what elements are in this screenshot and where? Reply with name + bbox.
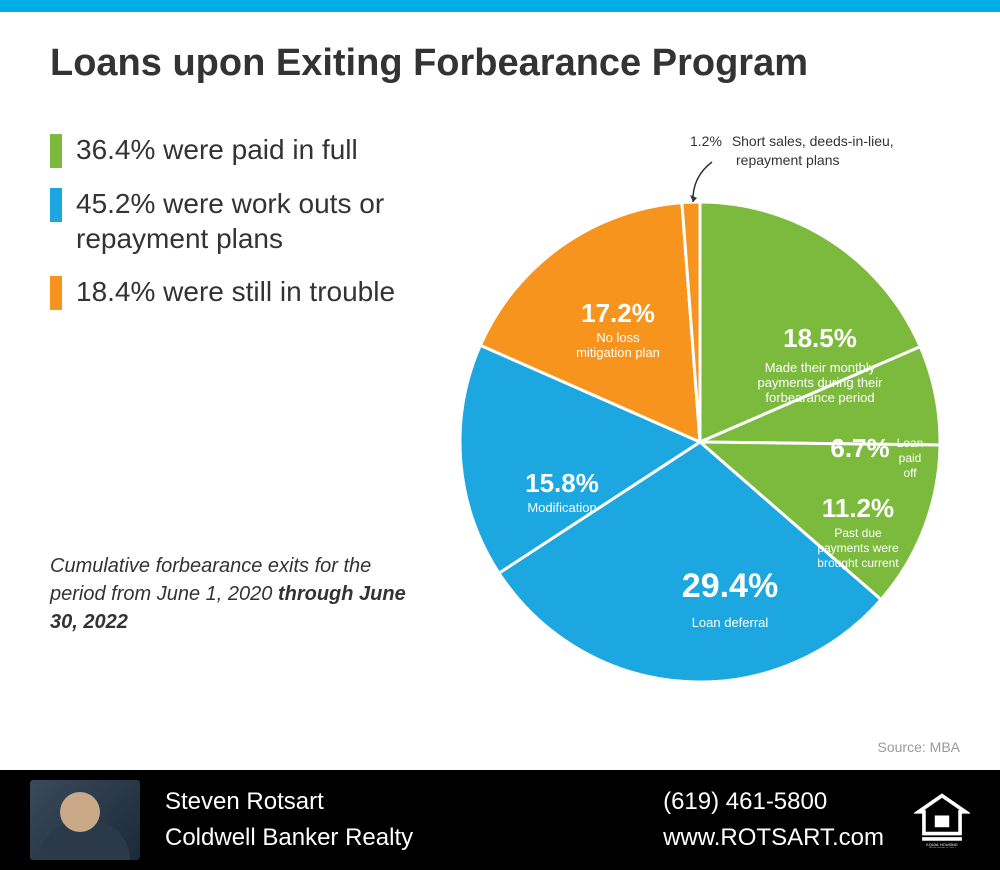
source-label: Source: MBA — [878, 739, 960, 755]
legend-item: 36.4% were paid in full — [50, 132, 470, 168]
slice-desc-paid_off: off — [903, 466, 917, 480]
legend-swatch — [50, 134, 62, 168]
legend-swatch — [50, 276, 62, 310]
slice-pct-no_loss: 17.2% — [581, 298, 655, 328]
slice-desc-past_due: Past due — [834, 526, 882, 540]
date-range-note: Cumulative forbearance exits for the per… — [50, 552, 430, 636]
legend-text: 36.4% were paid in full — [76, 132, 358, 167]
slice-desc-paid_off: paid — [899, 451, 922, 465]
slice-desc-loan_deferral: Loan deferral — [692, 615, 769, 630]
slice-desc-monthly_payments: forbearance period — [765, 390, 874, 405]
agent-phone: (619) 461-5800 — [663, 784, 884, 820]
slice-desc-modification: Modification — [527, 500, 596, 515]
slice-pct-loan_deferral: 29.4% — [682, 567, 778, 605]
slice-desc-no_loss: mitigation plan — [576, 345, 660, 360]
slice-desc-paid_off: Loan — [897, 436, 924, 450]
svg-text:OPPORTUNITY: OPPORTUNITY — [928, 847, 956, 848]
footer-right: (619) 461-5800 www.ROTSART.com — [663, 784, 884, 856]
legend: 36.4% were paid in full 45.2% were work o… — [50, 132, 470, 328]
legend-item: 18.4% were still in trouble — [50, 274, 470, 310]
legend-swatch — [50, 188, 62, 222]
top-accent-bar — [0, 0, 1000, 12]
slice-pct-monthly_payments: 18.5% — [783, 323, 857, 353]
legend-item: 45.2% were work outs or repayment plans — [50, 186, 470, 256]
footer-bar: Steven Rotsart Coldwell Banker Realty (6… — [0, 770, 1000, 870]
equal-housing-icon: EQUAL HOUSING OPPORTUNITY — [914, 792, 970, 848]
agent-company: Coldwell Banker Realty — [165, 820, 663, 856]
page-title: Loans upon Exiting Forbearance Program — [50, 42, 960, 85]
slice-pct-past_due: 11.2% — [822, 493, 894, 523]
slice-desc-past_due: brought current — [817, 556, 899, 570]
slice-desc-monthly_payments: payments during their — [757, 375, 883, 390]
agent-website: www.ROTSART.com — [663, 820, 884, 856]
callout-pct: 1.2% — [690, 132, 722, 151]
slice-pct-modification: 15.8% — [525, 468, 599, 498]
callout-line-2: repayment plans — [736, 151, 840, 170]
slice-pct-paid_off: 6.7% — [830, 433, 889, 463]
slice-desc-past_due: payments were — [817, 541, 899, 555]
callout-line-1: Short sales, deeds-in-lieu, — [732, 133, 894, 149]
legend-text: 45.2% were work outs or repayment plans — [76, 186, 470, 256]
main-content: Loans upon Exiting Forbearance Program 3… — [0, 12, 1000, 770]
agent-photo — [30, 780, 140, 860]
footer-left: Steven Rotsart Coldwell Banker Realty — [165, 784, 663, 856]
slice-desc-monthly_payments: Made their monthly — [765, 360, 876, 375]
legend-text: 18.4% were still in trouble — [76, 274, 395, 309]
callout-short-sales: 1.2% Short sales, deeds-in-lieu, repayme… — [690, 132, 910, 170]
agent-name: Steven Rotsart — [165, 784, 663, 820]
pie-chart: 18.5% Made their monthlypayments during t… — [440, 132, 960, 692]
slice-desc-no_loss: No loss — [596, 330, 640, 345]
pie-chart-container: 1.2% Short sales, deeds-in-lieu, repayme… — [440, 132, 960, 692]
